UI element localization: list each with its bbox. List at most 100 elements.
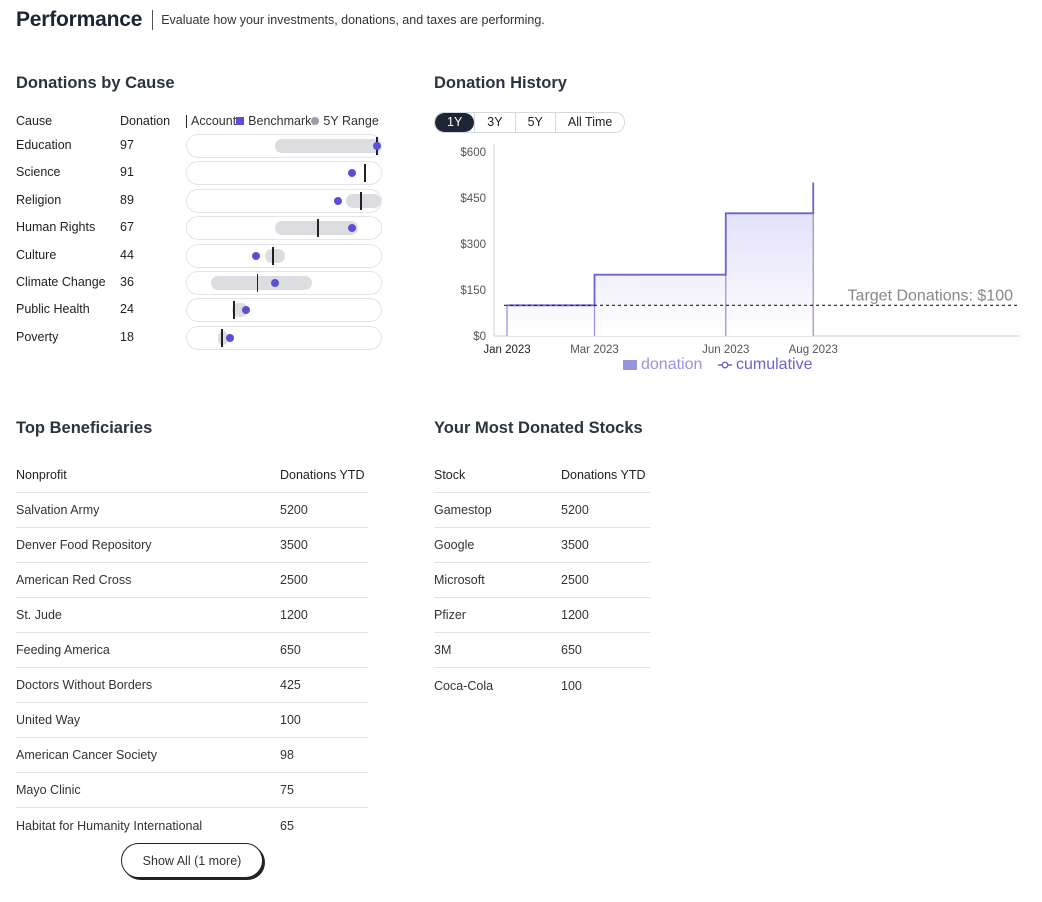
beneficiaries-table-body: Salvation Army 5200 Denver Food Repository… [16, 493, 368, 843]
donation-column-header: Donation [120, 114, 171, 128]
cause-donation-value: 24 [120, 302, 134, 317]
benchmark-marker [317, 219, 319, 238]
beneficiary-row-value: 65 [280, 818, 294, 833]
y-tick-label: $0 [473, 331, 486, 343]
show-all-button[interactable]: Show All (1 more) [121, 843, 263, 878]
range-legend-marker [311, 117, 320, 125]
cause-range-track [186, 216, 382, 241]
beneficiary-row: American Red Cross 2500 [16, 563, 368, 598]
donations-by-cause-title: Donations by Cause [16, 74, 175, 92]
donation-history-title: Donation History [434, 74, 567, 92]
cause-name: Culture [16, 247, 57, 262]
account-legend-marker [186, 114, 187, 128]
cause-range-track [186, 298, 382, 323]
most-donated-stocks-title: Your Most Donated Stocks [434, 419, 643, 437]
page-title: Performance [16, 8, 143, 31]
cause-donation-value: 36 [120, 275, 134, 289]
account-marker [333, 196, 342, 205]
cause-donation-value: 67 [120, 220, 134, 235]
history-range-tabs: 1Y 3Y 5Y All Time [434, 112, 626, 133]
stocks-table-body: Gamestop 5200 Google 3500 Microsoft 2500 Pfize… [434, 493, 650, 703]
stock-row: Pfizer 1200 [434, 598, 650, 633]
beneficiary-row: American Cancer Society 98 [16, 738, 368, 773]
benchmark-legend-label: Benchmark [248, 114, 312, 128]
cumulative-legend-marker [721, 361, 729, 369]
x-tick-label: Jan 2023 [483, 344, 530, 356]
beneficiary-row: St. Jude 1200 [16, 598, 368, 633]
account-marker [241, 306, 250, 315]
page-header: Performance Evaluate how your investment… [16, 8, 545, 32]
cause-range-track [186, 161, 382, 186]
account-marker [251, 251, 260, 260]
tab-3y[interactable]: 3Y [474, 113, 515, 132]
stock-row-name: 3M [434, 643, 452, 657]
top-beneficiaries-title: Top Beneficiaries [16, 419, 153, 437]
beneficiary-row-name: Doctors Without Borders [16, 678, 153, 692]
cause-name: Public Health [16, 302, 90, 317]
cause-name: Religion [16, 192, 62, 207]
x-tick-label: Jun 2023 [702, 344, 749, 356]
stock-row-name: Google [434, 538, 475, 552]
beneficiary-row-value: 75 [280, 783, 294, 797]
cause-row: Human Rights 67 [16, 216, 386, 241]
stock-row-value: 1200 [561, 608, 589, 622]
beneficiary-row-name: Salvation Army [16, 503, 100, 517]
beneficiary-row-value: 5200 [280, 503, 308, 517]
range-legend-label: 5Y Range [323, 114, 379, 128]
cause-name: Human Rights [16, 220, 96, 235]
stock-row-name: Pfizer [434, 608, 466, 622]
donation-legend-swatch [623, 360, 637, 370]
benchmark-legend-marker [236, 117, 245, 125]
donation-legend-label: donation [641, 356, 702, 373]
cumulative-legend-label: cumulative [736, 356, 813, 373]
stock-row-value: 3500 [561, 538, 589, 552]
tab-all-time[interactable]: All Time [554, 113, 625, 132]
benchmark-marker [256, 274, 259, 292]
cause-donation-value: 91 [120, 165, 134, 180]
five-year-range-bar [210, 276, 313, 290]
beneficiary-row-name: Denver Food Repository [16, 538, 152, 552]
cause-name: Poverty [16, 329, 59, 344]
cause-legend: Account Benchmark 5Y Range [186, 114, 379, 128]
cause-row: Science 91 [16, 161, 386, 186]
beneficiary-row: Denver Food Repository 3500 [16, 528, 368, 563]
donations-ytd-column-header: Donations YTD [280, 468, 365, 482]
cause-row: Religion 89 [16, 188, 386, 213]
account-legend-label: Account [191, 114, 237, 128]
stock-row-name: Coca-Cola [434, 678, 494, 693]
x-tick-label: Aug 2023 [789, 344, 838, 356]
cause-range-track [186, 243, 382, 268]
stock-column-header: Stock [434, 468, 466, 482]
stock-row-value: 5200 [561, 503, 589, 517]
stock-row: Coca-Cola 100 [434, 668, 650, 703]
beneficiaries-table: Nonprofit Donations YTD Salvation Army 52… [16, 458, 368, 843]
page-subtitle: Evaluate how your investments, donations… [161, 13, 545, 27]
beneficiary-row-value: 650 [280, 643, 301, 657]
beneficiary-row-value: 3500 [280, 538, 308, 552]
account-marker [271, 279, 280, 287]
cause-row: Poverty 18 [16, 325, 386, 350]
beneficiary-row: Doctors Without Borders 425 [16, 668, 368, 703]
cause-donation-value: 44 [120, 247, 134, 262]
benchmark-marker [221, 328, 223, 347]
stock-row-value: 650 [561, 643, 582, 657]
stock-row: 3M 650 [434, 633, 650, 668]
cause-range-track [186, 134, 382, 158]
five-year-range-bar [218, 330, 229, 345]
stock-row-name: Gamestop [434, 503, 492, 517]
beneficiaries-header-row: Nonprofit Donations YTD [16, 458, 368, 493]
beneficiary-row-name: American Cancer Society [16, 748, 158, 762]
cause-donation-value: 97 [120, 138, 134, 152]
tab-5y[interactable]: 5Y [514, 113, 555, 132]
tab-1y[interactable]: 1Y [435, 113, 475, 132]
cause-range-track [186, 188, 382, 213]
cause-name: Education [16, 138, 72, 152]
cause-range-track [186, 325, 382, 350]
donation-area [507, 182, 814, 336]
benchmark-marker [360, 191, 362, 210]
y-tick-label: $600 [460, 147, 486, 159]
cause-donation-value: 89 [120, 192, 134, 207]
benchmark-marker [233, 301, 235, 320]
five-year-range-bar [265, 248, 285, 263]
x-tick-label: Mar 2023 [570, 344, 619, 356]
